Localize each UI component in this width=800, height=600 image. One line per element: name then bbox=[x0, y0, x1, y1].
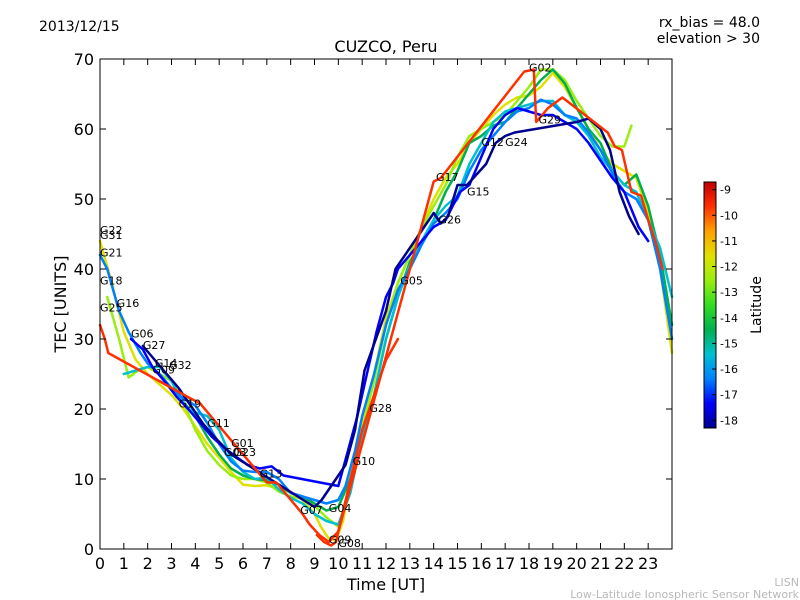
sat-label-g02: G02 bbox=[529, 62, 552, 75]
y-tick-label: 40 bbox=[74, 260, 94, 279]
colorbar-label: Latitude bbox=[749, 276, 765, 334]
sat-label-g08: G08 bbox=[338, 537, 361, 550]
rx-bias-label: rx_bias = 48.0 bbox=[659, 15, 760, 31]
sat-label-g22: G22 bbox=[100, 224, 123, 237]
chart-title: CUZCO, Peru bbox=[334, 37, 437, 56]
y-tick-label: 10 bbox=[74, 470, 94, 489]
footer-network: Low-Latitude Ionospheric Sensor Network bbox=[570, 588, 799, 600]
sat-label-g28: G28 bbox=[369, 402, 392, 415]
colorbar-tick-label: -12 bbox=[720, 261, 738, 274]
sat-label-g09: G09 bbox=[329, 533, 352, 546]
colorbar-tick-label: -17 bbox=[720, 389, 738, 402]
colorbar-tick-label: -10 bbox=[720, 209, 738, 222]
tec-series-5 bbox=[129, 106, 650, 488]
sat-label-g12: G12 bbox=[481, 136, 504, 149]
x-tick-label: 10 bbox=[328, 554, 348, 573]
colorbar-tick-label: -18 bbox=[720, 414, 738, 427]
sat-label-g06: G06 bbox=[131, 328, 154, 341]
x-tick-label: 9 bbox=[309, 554, 319, 573]
x-tick-label: 11 bbox=[352, 554, 372, 573]
sat-label-g15: G15 bbox=[467, 186, 490, 199]
sat-label-g03: G03 bbox=[224, 446, 247, 459]
sat-label-g01: G01 bbox=[231, 437, 254, 450]
x-tick-label: 3 bbox=[166, 554, 176, 573]
colorbar-tick-label: -16 bbox=[720, 363, 738, 376]
y-tick-label: 30 bbox=[74, 330, 94, 349]
sat-label-g09: G09 bbox=[152, 363, 175, 376]
sat-label-g19: G19 bbox=[179, 398, 202, 411]
y-tick-label: 0 bbox=[84, 540, 94, 559]
x-tick-label: 16 bbox=[471, 554, 491, 573]
tec-series-6 bbox=[141, 117, 640, 509]
elevation-label: elevation > 30 bbox=[657, 31, 760, 47]
x-tick-label: 23 bbox=[638, 554, 658, 573]
x-tick-label: 14 bbox=[423, 554, 443, 573]
colorbar-tick-label: -15 bbox=[720, 337, 738, 350]
x-tick-label: 2 bbox=[143, 554, 153, 573]
tec-series-3 bbox=[122, 99, 674, 526]
date-label: 2013/12/15 bbox=[39, 19, 120, 35]
colorbar bbox=[703, 181, 717, 429]
colorbar-tick-label: -13 bbox=[720, 286, 738, 299]
sat-label-g16: G16 bbox=[117, 297, 140, 310]
y-axis-label: TEC [UNITS] bbox=[51, 256, 70, 354]
x-tick-label: 0 bbox=[95, 554, 105, 573]
sat-label-g32: G32 bbox=[169, 359, 192, 372]
x-tick-label: 5 bbox=[214, 554, 224, 573]
sat-label-g27: G27 bbox=[143, 339, 166, 352]
y-tick-label: 20 bbox=[74, 400, 94, 419]
x-tick-label: 18 bbox=[519, 554, 539, 573]
x-tick-label: 7 bbox=[262, 554, 272, 573]
sat-label-g13: G13 bbox=[260, 468, 283, 481]
colorbar-tick-label: -9 bbox=[720, 184, 731, 197]
y-tick-label: 70 bbox=[74, 50, 94, 69]
colorbar-tick-label: -14 bbox=[720, 312, 738, 325]
tec-series-1 bbox=[105, 68, 633, 528]
sat-label-g11: G11 bbox=[207, 417, 230, 430]
series-layer bbox=[98, 68, 674, 547]
y-axis-ticks: 0 10 20 30 40 50 60 70 bbox=[74, 50, 672, 559]
sat-label-g31: G31 bbox=[100, 229, 123, 242]
tec-series-7 bbox=[98, 323, 400, 544]
sat-label-g04: G04 bbox=[329, 502, 352, 515]
x-tick-label: 6 bbox=[238, 554, 248, 573]
x-axis-ticks: 0 1 2 3 4 5 6 7 8 9 10 11 12 13 14 15 16 17 18 19 20 21 22 23 bbox=[95, 59, 658, 573]
colorbar-tick-label: -11 bbox=[720, 235, 738, 248]
sat-label-g26: G26 bbox=[438, 214, 461, 227]
x-axis-label: Time [UT] bbox=[346, 575, 425, 594]
x-tick-label: 21 bbox=[590, 554, 610, 573]
footer-lisn: LISN bbox=[774, 576, 799, 589]
sat-label-g29: G29 bbox=[539, 113, 562, 126]
sat-label-g23: G23 bbox=[233, 446, 256, 459]
sat-label-g24: G24 bbox=[505, 136, 528, 149]
sat-label-g05: G05 bbox=[400, 274, 423, 287]
x-tick-label: 1 bbox=[119, 554, 129, 573]
x-tick-label: 13 bbox=[400, 554, 420, 573]
sat-label-g14: G14 bbox=[155, 357, 178, 370]
x-tick-label: 15 bbox=[447, 554, 467, 573]
sat-label-g21: G21 bbox=[100, 246, 123, 259]
x-tick-label: 19 bbox=[543, 554, 563, 573]
sat-label-g07: G07 bbox=[300, 504, 323, 517]
y-tick-label: 50 bbox=[74, 190, 94, 209]
x-tick-label: 4 bbox=[190, 554, 200, 573]
sat-label-g10: G10 bbox=[353, 455, 376, 468]
x-tick-label: 20 bbox=[566, 554, 586, 573]
sat-label-g17: G17 bbox=[436, 171, 459, 184]
x-tick-label: 12 bbox=[376, 554, 396, 573]
sat-label-g18: G18 bbox=[100, 274, 123, 287]
x-tick-label: 22 bbox=[614, 554, 634, 573]
y-tick-label: 60 bbox=[74, 120, 94, 139]
x-tick-label: 8 bbox=[286, 554, 296, 573]
x-tick-label: 17 bbox=[495, 554, 515, 573]
sat-label-g25: G25 bbox=[100, 302, 123, 315]
tec-series-8 bbox=[315, 68, 664, 547]
colorbar-ticks: -9 -10 -11 -12 -13 -14 -15 -16 -17 -18 bbox=[712, 184, 738, 427]
